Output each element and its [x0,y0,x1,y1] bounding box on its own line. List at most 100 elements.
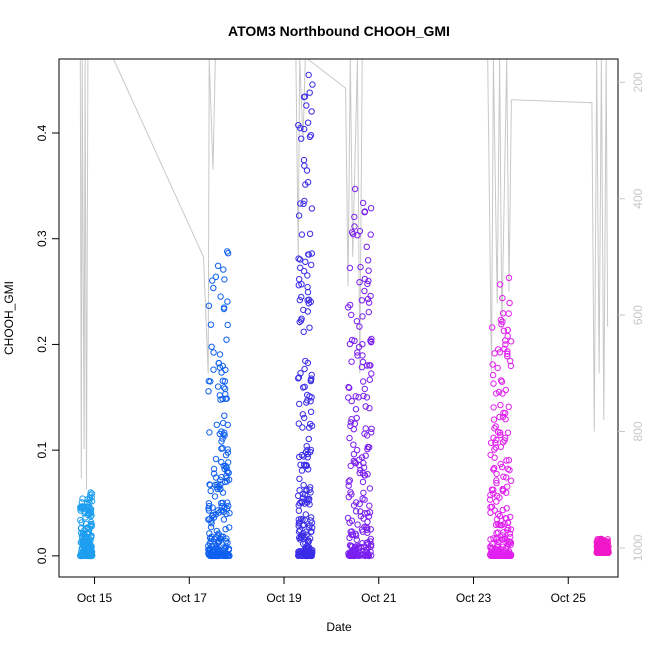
data-point [217,293,224,300]
data-point [86,535,93,543]
data-point [367,362,374,369]
data-point [302,258,309,265]
data-point [604,549,611,556]
data-point [352,508,360,515]
data-point [207,523,215,531]
data-point [346,264,354,272]
data-point [304,272,311,279]
data-point [296,487,303,494]
data-point [359,478,367,486]
data-point [219,395,226,403]
data-point [505,403,512,410]
data-point [504,332,511,340]
data-point [499,506,506,514]
data-point [361,385,368,393]
data-point [296,296,303,304]
data-point-peak [351,185,359,193]
data-point [498,536,506,543]
data-point [507,539,515,546]
data-point [368,425,375,432]
data-point [303,102,310,109]
data-point [208,535,215,543]
data-point [299,411,306,418]
data-point [297,264,304,271]
data-point [507,477,515,484]
series-3 [295,71,316,560]
data-point [224,499,231,506]
data-point [504,429,512,436]
data-point [490,486,497,493]
data-point [307,420,314,428]
data-point [496,413,503,421]
right-tick-label: 400 [631,188,645,208]
data-point [358,297,366,304]
data-point [353,536,360,543]
data-point [308,205,316,212]
data-point [301,383,308,390]
data-point [78,552,86,560]
data-point [497,377,505,384]
data-point [298,467,306,474]
data-point [361,287,368,295]
data-point [205,388,212,395]
data-point [488,552,496,560]
data-point [500,473,507,480]
data-point [357,263,364,271]
data-point [353,414,360,422]
right-tick-label: 1000 [631,534,645,561]
data-point [356,227,364,235]
data-point [209,277,216,284]
series-5 [486,274,515,560]
data-point [347,489,354,496]
data-point [355,543,362,550]
data-point [209,552,216,560]
data-point [507,357,514,365]
data-point [79,541,87,548]
data-point [357,466,364,474]
data-point [305,548,312,555]
data-point [85,506,93,513]
data-point [487,439,495,446]
data-point [221,412,228,419]
data-point [351,213,358,221]
data-point [348,528,355,535]
data-point [364,471,371,478]
data-point [350,426,357,433]
data-point [308,514,315,521]
data-point [298,135,305,142]
data-point [304,119,312,126]
data-point [295,420,302,427]
data-point [303,496,310,503]
data-point [298,231,306,238]
data-point [306,393,313,400]
data-point [350,451,358,458]
pressure-segment [89,58,218,374]
data-point [487,451,494,459]
data-point [212,455,220,463]
data-point [77,529,85,537]
data-point-peak [224,248,231,255]
data-point [308,250,315,257]
data-point [226,524,233,531]
data-point [365,277,372,285]
data-point [348,358,355,365]
series-2 [205,248,233,560]
data-point [208,533,215,540]
data-point [88,512,95,519]
data-point [224,321,231,329]
data-point [206,429,213,436]
data-point [223,510,230,518]
data-point [350,230,357,238]
data-point [491,350,498,357]
data-point [205,302,213,309]
data-point [505,457,513,464]
data-point [210,470,218,477]
data-point [219,435,226,442]
y-axis-label: CHOOH_GMI [2,281,16,355]
data-point [503,457,510,464]
y-tick-label: 0.3 [35,230,49,247]
data-point [504,326,511,334]
data-point [356,323,363,330]
data-point [303,167,311,174]
